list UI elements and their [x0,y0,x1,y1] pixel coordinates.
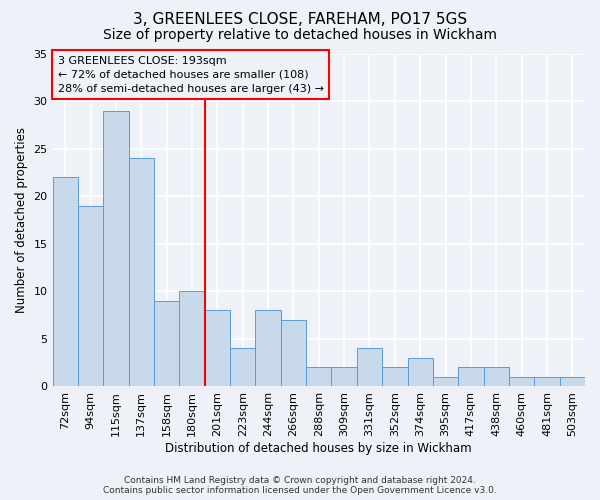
Bar [53,178,78,386]
Bar [534,377,560,386]
Bar [78,206,103,386]
Y-axis label: Number of detached properties: Number of detached properties [15,127,28,313]
Bar [509,377,534,386]
X-axis label: Distribution of detached houses by size in Wickham: Distribution of detached houses by size … [166,442,472,455]
Bar [281,320,306,386]
Bar [407,358,433,386]
Bar [230,348,256,387]
Bar [154,301,179,386]
Bar [205,310,230,386]
Bar [382,368,407,386]
Bar [306,368,331,386]
Bar [331,368,357,386]
Text: Contains HM Land Registry data © Crown copyright and database right 2024.
Contai: Contains HM Land Registry data © Crown c… [103,476,497,495]
Bar [256,310,281,386]
Bar [103,111,128,386]
Text: 3 GREENLEES CLOSE: 193sqm
← 72% of detached houses are smaller (108)
28% of semi: 3 GREENLEES CLOSE: 193sqm ← 72% of detac… [58,56,324,94]
Bar [128,158,154,386]
Bar [458,368,484,386]
Bar [357,348,382,387]
Bar [560,377,585,386]
Bar [433,377,458,386]
Bar [484,368,509,386]
Text: 3, GREENLEES CLOSE, FAREHAM, PO17 5GS: 3, GREENLEES CLOSE, FAREHAM, PO17 5GS [133,12,467,28]
Bar [179,292,205,386]
Text: Size of property relative to detached houses in Wickham: Size of property relative to detached ho… [103,28,497,42]
